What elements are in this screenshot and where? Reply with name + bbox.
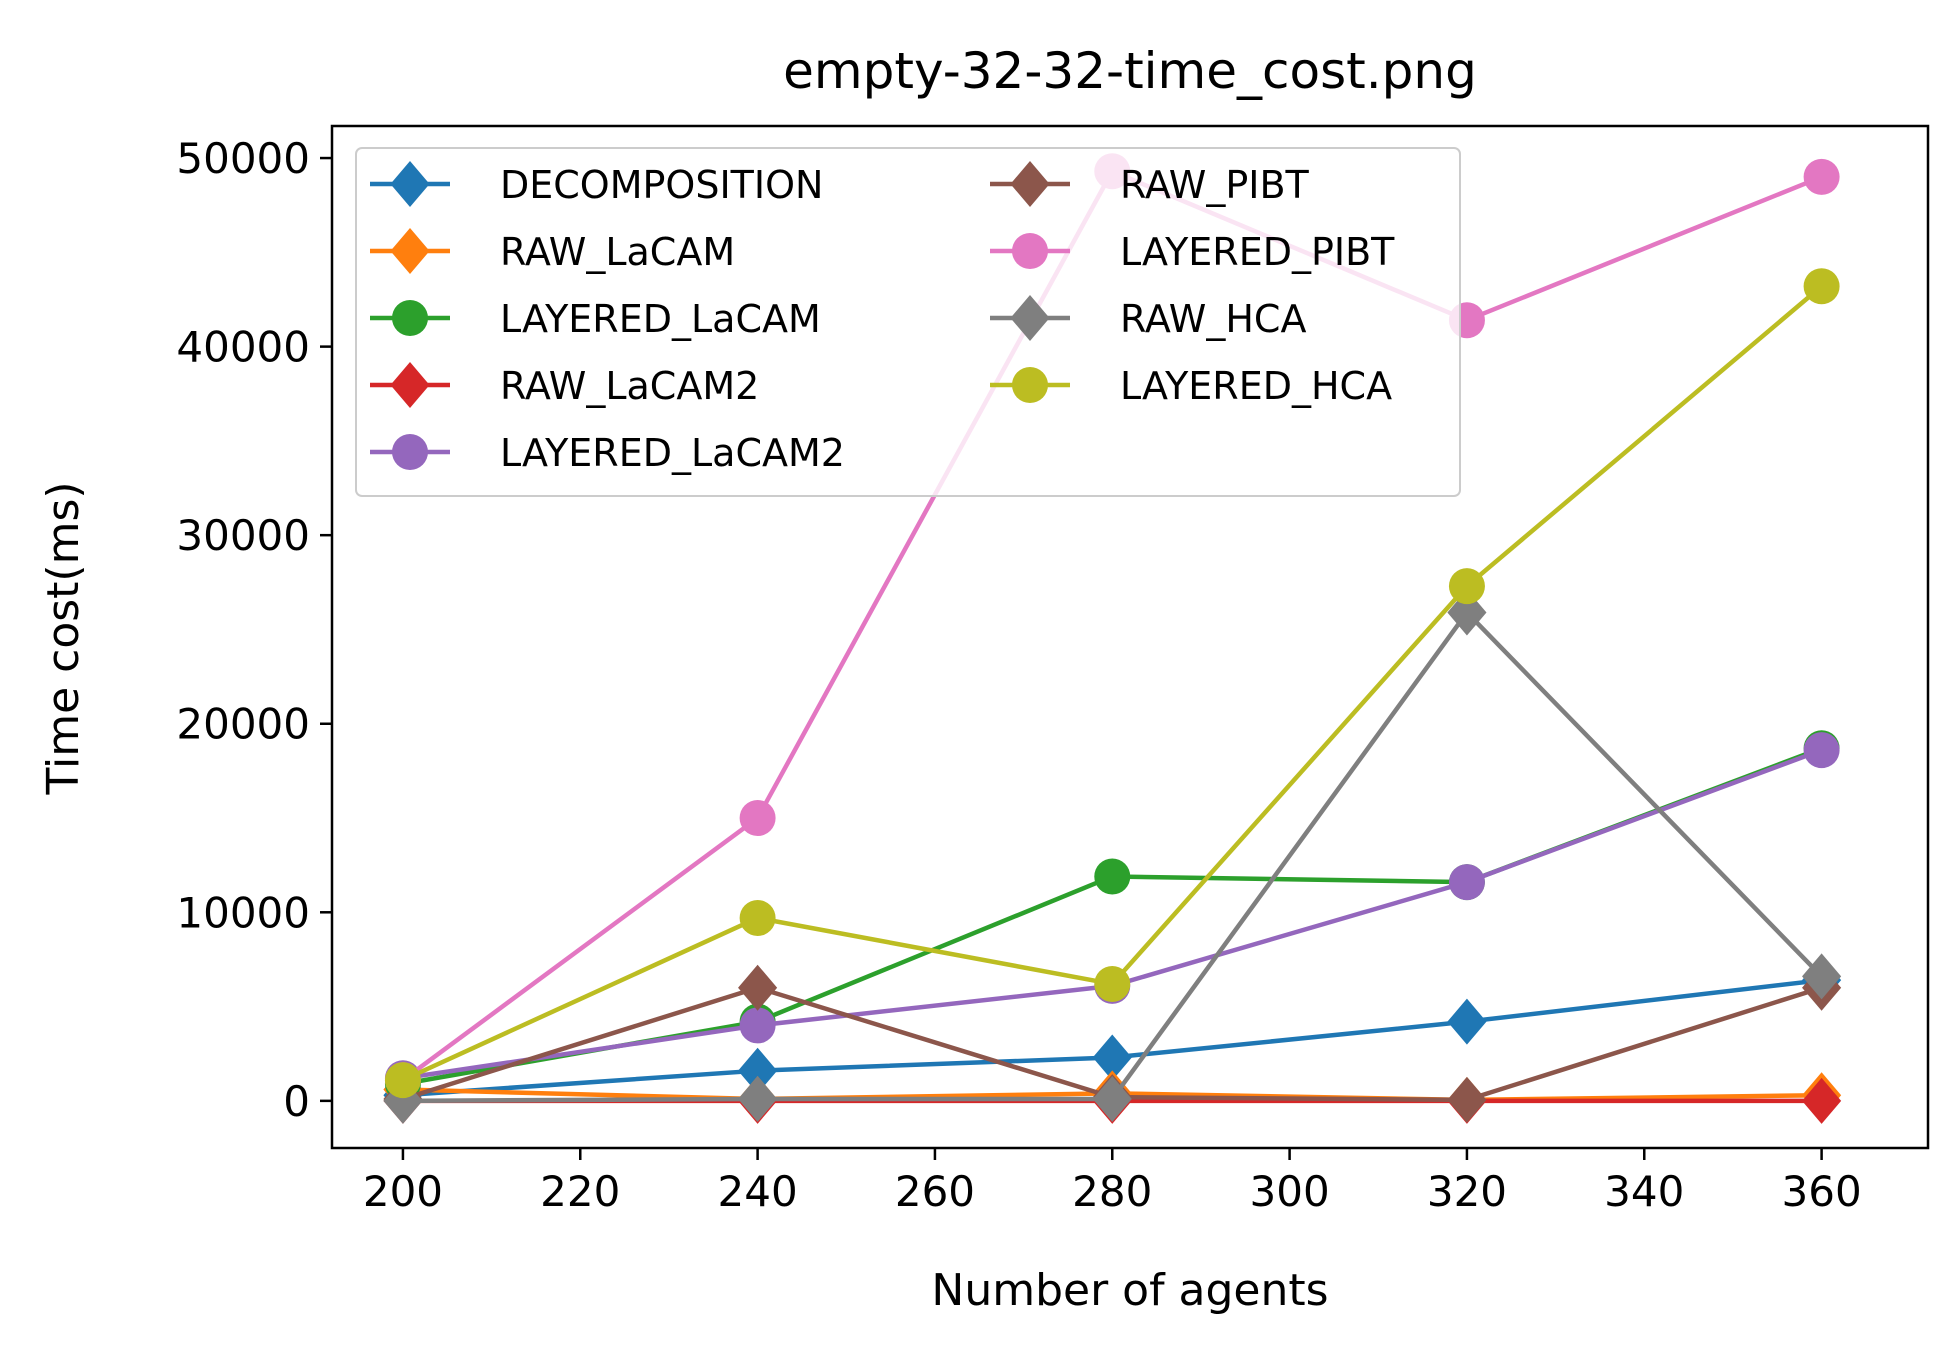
data-point-decomposition <box>1092 1034 1132 1081</box>
x-tick-label: 220 <box>540 1167 620 1216</box>
data-point-layered_hca <box>1803 268 1840 305</box>
legend-label: LAYERED_LaCAM2 <box>500 431 845 475</box>
data-point-decomposition <box>738 1047 778 1094</box>
data-point-raw_pibt <box>1447 1076 1487 1123</box>
data-point-raw_hca <box>738 1075 778 1122</box>
data-point-raw_pibt <box>738 964 778 1011</box>
x-tick-label: 300 <box>1250 1167 1330 1216</box>
data-point-layered_hca <box>1094 965 1131 1002</box>
data-point-layered_hca <box>739 899 776 936</box>
data-point-layered_pibt <box>1803 158 1840 195</box>
legend-label: RAW_HCA <box>1120 297 1306 341</box>
data-point-layered_lacam2 <box>1803 732 1840 769</box>
data-point-layered_hca <box>1448 568 1485 605</box>
x-tick-label: 340 <box>1604 1167 1684 1216</box>
data-point-layered_lacam2 <box>739 1007 776 1044</box>
chart-title: empty-32-32-time_cost.png <box>783 42 1477 100</box>
data-point-raw_hca <box>1092 1075 1132 1122</box>
y-tick-label: 40000 <box>176 323 310 372</box>
data-point-layered_lacam <box>1094 858 1131 895</box>
legend-marker <box>1012 367 1048 403</box>
legend-label: LAYERED_PIBT <box>1120 230 1395 274</box>
x-tick-label: 360 <box>1782 1167 1862 1216</box>
data-point-decomposition <box>1447 998 1487 1045</box>
legend-marker <box>392 434 428 470</box>
x-tick-label: 240 <box>718 1167 798 1216</box>
x-tick-label: 260 <box>895 1167 975 1216</box>
legend-label: RAW_LaCAM2 <box>500 364 759 408</box>
legend-box <box>355 147 1461 497</box>
y-tick-label: 30000 <box>176 511 310 560</box>
legend-marker <box>1010 161 1050 207</box>
legend-label: LAYERED_LaCAM <box>500 297 821 341</box>
legend-label: LAYERED_HCA <box>1120 364 1392 408</box>
legend-marker <box>390 362 430 408</box>
x-tick-label: 320 <box>1427 1167 1507 1216</box>
plot-frame <box>330 124 1930 1150</box>
data-point-layered_lacam2 <box>1448 864 1485 901</box>
legend-label: RAW_LaCAM <box>500 230 735 274</box>
x-axis-label: Number of agents <box>931 1265 1328 1316</box>
legend-marker <box>392 300 428 336</box>
legend: DECOMPOSITION RAW_LaCAM LAYERED_LaCAM RAW_L… <box>355 147 1461 497</box>
y-tick-label: 0 <box>283 1077 310 1126</box>
data-point-layered_hca <box>384 1062 421 1099</box>
y-tick-label: 20000 <box>176 700 310 749</box>
x-tick-label: 200 <box>363 1167 443 1216</box>
y-axis-label: Time cost(ms) <box>38 481 89 795</box>
legend-label: RAW_PIBT <box>1120 163 1310 207</box>
x-tick-label: 280 <box>1072 1167 1152 1216</box>
legend-label: DECOMPOSITION <box>500 163 823 207</box>
y-tick-label: 50000 <box>176 134 310 183</box>
data-point-raw_lacam2 <box>1802 1077 1842 1124</box>
data-point-layered_pibt <box>739 800 776 837</box>
legend-marker <box>1010 295 1050 341</box>
data-point-raw_hca <box>1802 953 1842 1000</box>
legend-marker <box>390 161 430 207</box>
y-tick-label: 10000 <box>176 888 310 937</box>
legend-marker <box>390 228 430 274</box>
legend-marker <box>1012 233 1048 269</box>
